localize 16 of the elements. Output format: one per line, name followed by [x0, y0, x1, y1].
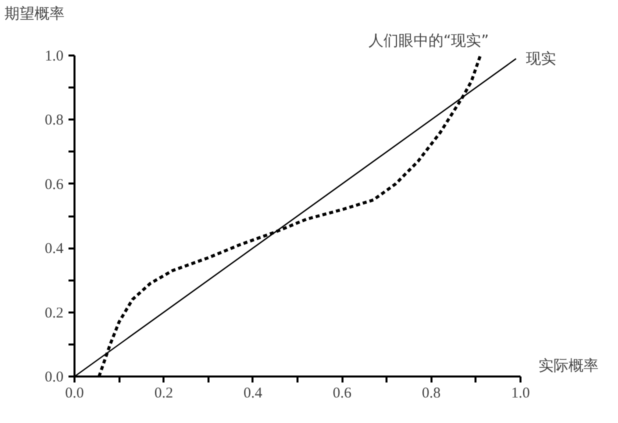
x-tick-label: 0.8 [422, 386, 441, 402]
series-label: 现实 [526, 50, 556, 68]
y-tick-label: 0.6 [44, 176, 64, 193]
y-tick-label: 0.4 [44, 241, 64, 258]
x-tick-label: 1.0 [511, 386, 530, 402]
x-tick-label: 0.0 [65, 386, 84, 402]
series-label: 人们眼中的“现实” [368, 32, 489, 50]
y-axis-title: 期望概率 [4, 4, 64, 22]
y-tick-label: 0.2 [44, 305, 64, 322]
x-tick-label: 0.2 [154, 386, 174, 402]
x-axis-title: 实际概率 [538, 356, 598, 374]
y-tick-label: 0.8 [44, 112, 64, 129]
x-tick-label: 0.4 [244, 386, 263, 402]
y-tick-label: 0.0 [44, 370, 64, 386]
x-tick-label: 0.6 [332, 386, 352, 402]
y-tick-label: 1.0 [44, 48, 64, 64]
